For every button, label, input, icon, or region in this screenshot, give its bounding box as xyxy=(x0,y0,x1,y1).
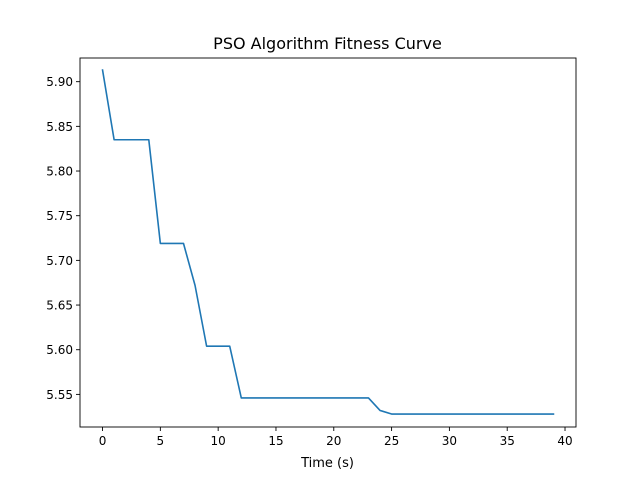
plot-area xyxy=(79,57,577,428)
y-tick-label: 5.60 xyxy=(46,343,73,357)
x-tick-label: 20 xyxy=(326,434,341,448)
y-tick-label: 5.80 xyxy=(46,165,73,179)
x-tick-label: 15 xyxy=(268,434,283,448)
y-tick-label: 5.90 xyxy=(46,75,73,89)
y-tick-label: 5.75 xyxy=(46,209,73,223)
x-axis-title: Time (s) xyxy=(300,456,354,471)
y-tick-label: 5.70 xyxy=(46,254,73,268)
x-tick-label: 10 xyxy=(211,434,226,448)
x-tick-label: 40 xyxy=(557,434,572,448)
x-tick-label: 25 xyxy=(384,434,399,448)
plot-frame xyxy=(79,57,577,428)
chart-title: PSO Algorithm Fitness Curve xyxy=(213,34,442,53)
x-tick-label: 30 xyxy=(442,434,457,448)
y-axis: 5.55 5.60 5.65 5.70 5.75 5.80 5.85 5.90 xyxy=(46,75,80,402)
series-line-0 xyxy=(101,69,555,415)
y-tick-label: 5.55 xyxy=(46,388,73,402)
x-tick-label: 0 xyxy=(99,434,107,448)
y-tick-label: 5.65 xyxy=(46,299,73,313)
x-tick-label: 5 xyxy=(157,434,165,448)
y-tick-label: 5.85 xyxy=(46,120,73,134)
x-tick-label: 35 xyxy=(500,434,515,448)
x-axis: 0 5 10 15 20 25 30 35 40 xyxy=(99,427,573,448)
